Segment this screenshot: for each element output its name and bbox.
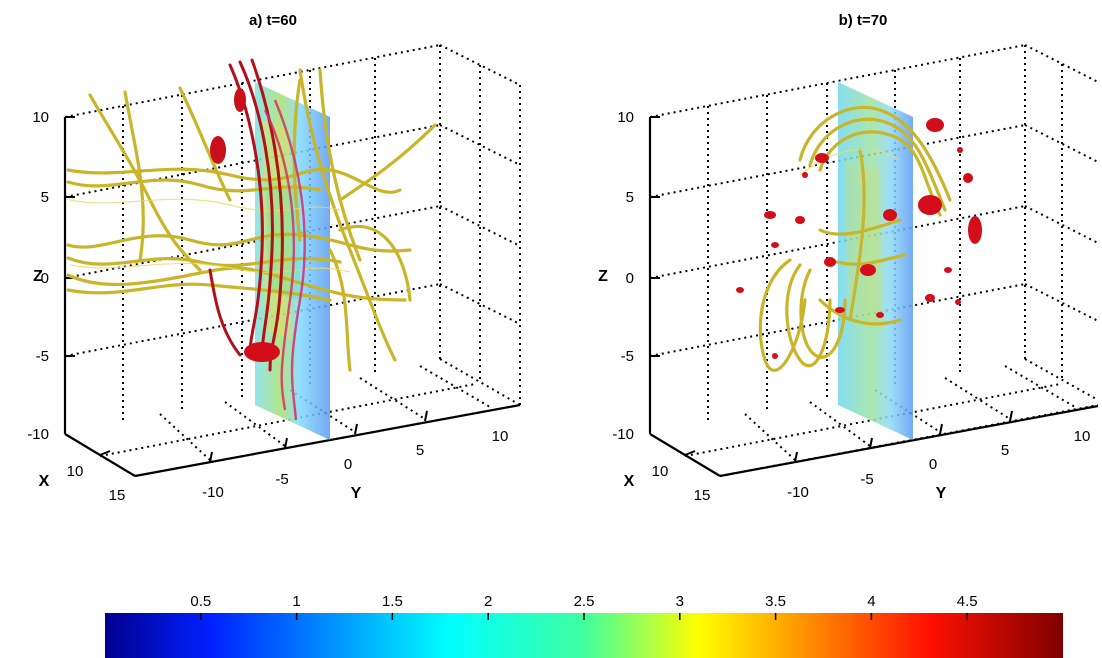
- panel-a-xtick: 15: [109, 487, 126, 504]
- panel-b-title: b) t=70: [839, 12, 888, 29]
- panel-b-ztick: -10: [612, 426, 634, 443]
- panel-a-ztick: -10: [27, 426, 49, 443]
- panel-a-zlabel: Z: [33, 268, 43, 285]
- panel-b-field-lines: [758, 105, 952, 372]
- panel-a-red-blob: [210, 136, 226, 164]
- panel-b-ytick: 5: [1001, 442, 1009, 459]
- panel-a-title: a) t=60: [249, 12, 297, 29]
- colorbar-gradient: [105, 613, 1063, 658]
- panel-b-ylabel: Y: [936, 485, 947, 502]
- colorbar-ticks: 0.5 1 1.5 2 2.5 3 3.5 4 4.5: [190, 593, 978, 620]
- colorbar: 0.5 1 1.5 2 2.5 3 3.5 4 4.5: [105, 593, 1063, 658]
- panel-b-ytick: 10: [1074, 428, 1091, 445]
- panel-a-y-axis: [134, 403, 521, 478]
- panel-b: b) t=70: [598, 12, 1099, 504]
- panel-a-ytick: 10: [492, 428, 509, 445]
- colorbar-tick-label: 0.5: [190, 593, 211, 610]
- colorbar-tick-label: 2.5: [574, 593, 595, 610]
- panel-b-y-axis: [719, 404, 1099, 478]
- panel-a-ytick: -10: [202, 484, 224, 501]
- colorbar-tick-label: 4.5: [957, 593, 978, 610]
- panel-b-xtick: 10: [652, 463, 669, 480]
- panel-a-ztick: 0: [41, 270, 49, 287]
- panel-a-ztick: -5: [36, 348, 49, 365]
- panel-a-ytick: -5: [275, 471, 288, 488]
- panel-b-xtick: 15: [694, 487, 711, 504]
- colorbar-tick-label: 3: [676, 593, 684, 610]
- panel-b-isosurface: [736, 118, 982, 359]
- panel-b-ytick: -5: [860, 471, 873, 488]
- colorbar-tick-label: 1.5: [382, 593, 403, 610]
- panel-b-ytick: 0: [929, 456, 937, 473]
- colorbar-tick-label: 1: [292, 593, 300, 610]
- panel-b-ztick: 10: [617, 109, 634, 126]
- panel-a: a) t=60: [27, 12, 521, 504]
- panel-b-ztick: 0: [626, 270, 634, 287]
- panel-b-xlabel: X: [624, 473, 635, 490]
- panel-a-ztick: 10: [32, 109, 49, 126]
- panel-b-zlabel: Z: [598, 268, 608, 285]
- colorbar-tick-label: 2: [484, 593, 492, 610]
- colorbar-tick-label: 4: [867, 593, 875, 610]
- panel-a-ztick: 5: [41, 189, 49, 206]
- panel-a-ylabel: Y: [351, 485, 362, 502]
- panel-a-xtick: 10: [67, 463, 84, 480]
- panel-a-ytick: 5: [416, 442, 424, 459]
- panel-b-ztick: -5: [621, 348, 634, 365]
- panel-a-ytick: 0: [344, 456, 352, 473]
- panel-a-xlabel: X: [39, 473, 50, 490]
- colorbar-tick-label: 3.5: [765, 593, 786, 610]
- panel-b-ztick: 5: [626, 189, 634, 206]
- panel-b-ytick: -10: [787, 484, 809, 501]
- panel-a-isosurface: [208, 58, 306, 421]
